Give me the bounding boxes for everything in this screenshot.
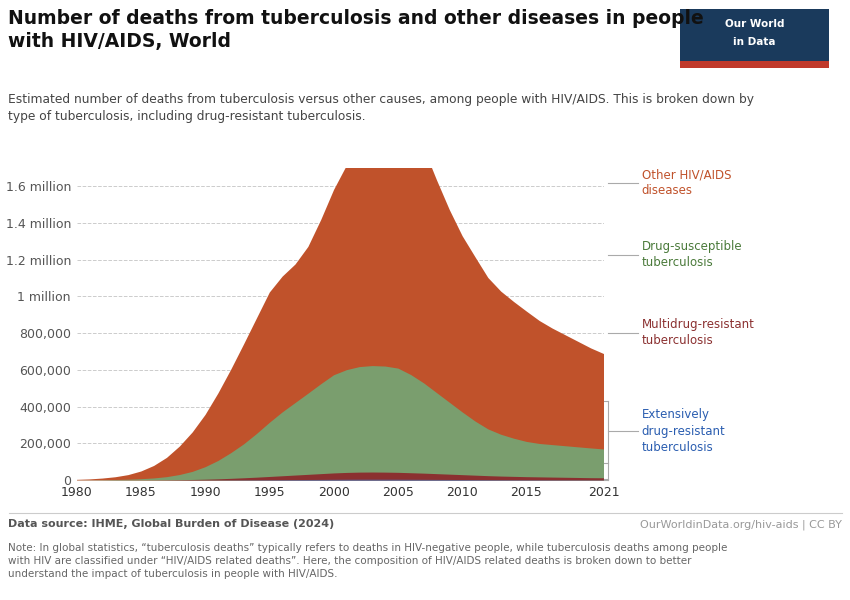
Text: Drug-susceptible
tuberculosis: Drug-susceptible tuberculosis — [642, 240, 742, 269]
Text: Our World: Our World — [724, 19, 784, 29]
Text: Data source: IHME, Global Burden of Disease (2024): Data source: IHME, Global Burden of Dise… — [8, 519, 335, 529]
Text: Other HIV/AIDS
diseases: Other HIV/AIDS diseases — [642, 168, 731, 197]
Text: Estimated number of deaths from tuberculosis versus other causes, among people w: Estimated number of deaths from tubercul… — [8, 93, 755, 123]
Text: Number of deaths from tuberculosis and other diseases in people
with HIV/AIDS, W: Number of deaths from tuberculosis and o… — [8, 9, 705, 52]
Text: Note: In global statistics, “tuberculosis deaths” typically refers to deaths in : Note: In global statistics, “tuberculosi… — [8, 543, 728, 580]
Text: Multidrug-resistant
tuberculosis: Multidrug-resistant tuberculosis — [642, 318, 755, 347]
Text: Extensively
drug-resistant
tuberculosis: Extensively drug-resistant tuberculosis — [642, 408, 726, 454]
Text: OurWorldinData.org/hiv-aids | CC BY: OurWorldinData.org/hiv-aids | CC BY — [639, 519, 842, 529]
Text: in Data: in Data — [733, 37, 775, 47]
